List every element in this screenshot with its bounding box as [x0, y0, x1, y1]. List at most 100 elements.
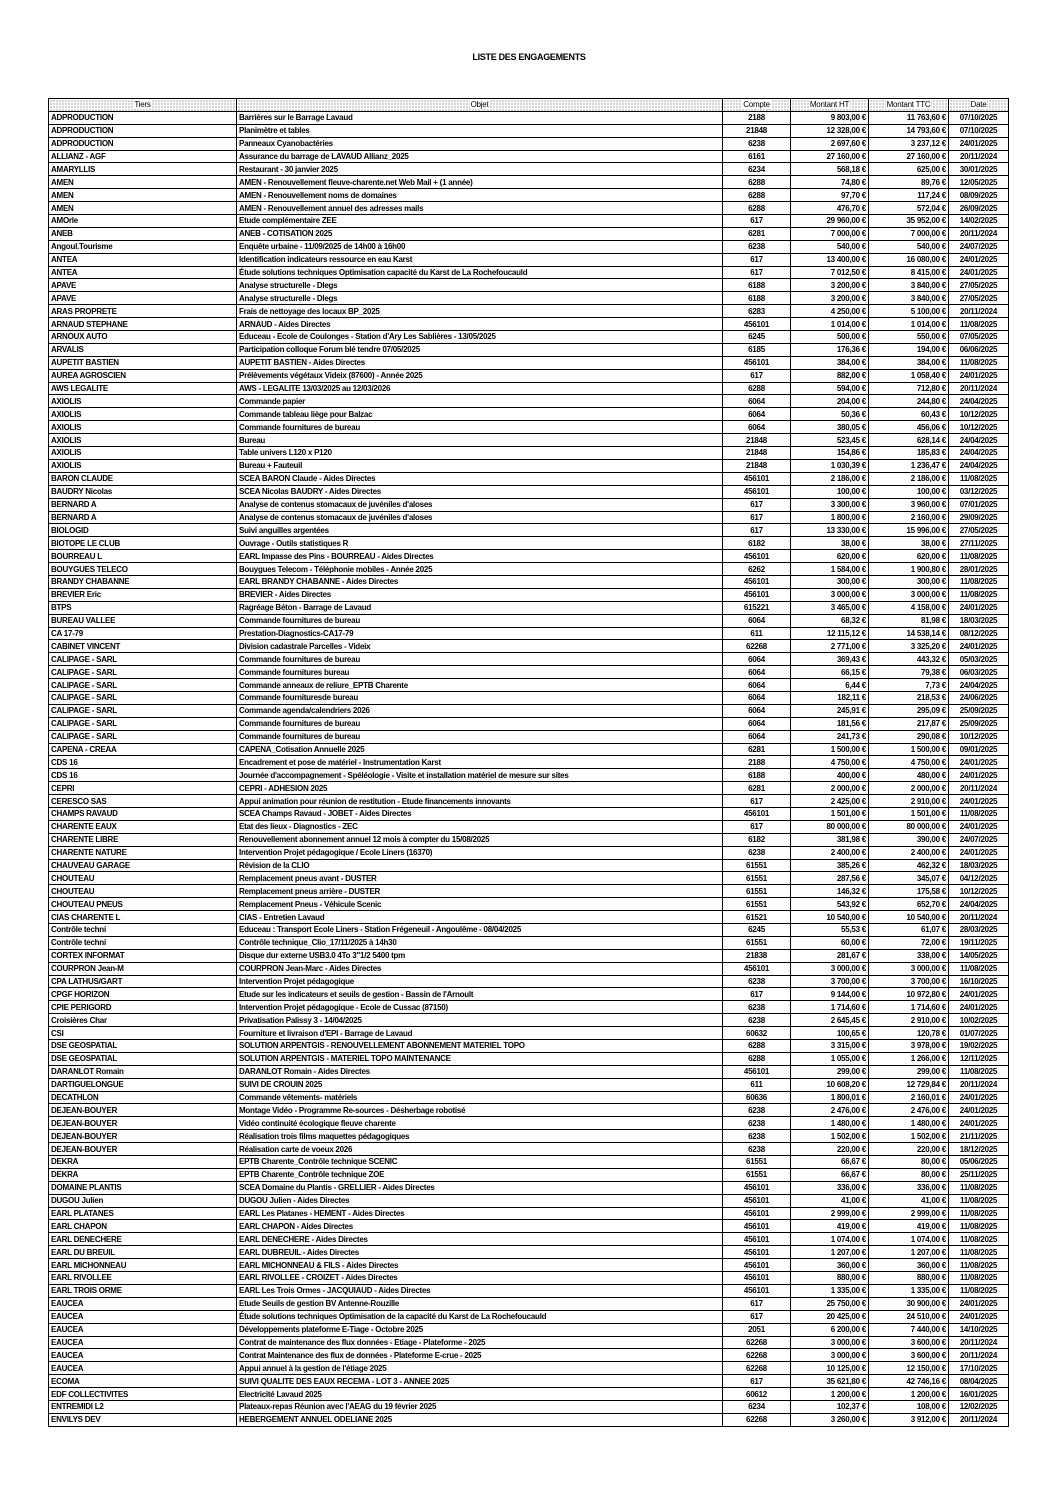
cell-montant-ht: 500,00 €	[790, 330, 869, 344]
cell-montant-ht: 300,00 €	[790, 574, 869, 589]
cell-objet: EARL RIVOLLEE - CROIZET - Aides Directes	[236, 1271, 723, 1285]
cell-compte: 21848	[722, 458, 791, 473]
cell-montant-ttc: 3 600,00 €	[868, 1348, 949, 1363]
cell-montant-ht: 12 328,00 €	[790, 123, 869, 138]
cell-date: 20/11/2024	[948, 1335, 1009, 1350]
cell-tiers: EARL DU BREUIL	[48, 1245, 237, 1260]
cell-objet: Intervention Projet pédagogique / Ecole …	[236, 845, 723, 860]
cell-tiers: ARAS PROPRETE	[48, 304, 237, 319]
cell-date: 16/01/2025	[948, 1387, 1009, 1401]
table-row: BARON CLAUDE SCEA BARON Claude - Aides Di…	[48, 471, 1009, 486]
table-row: CABINET VINCENT Division cadastrale Parce…	[48, 639, 1009, 654]
cell-montant-ht: 80 000,00 €	[790, 819, 869, 834]
table-row: EAUCEA Étude solutions techniques Optimis…	[48, 1309, 1009, 1324]
cell-compte: 2188	[722, 110, 791, 125]
cell-montant-ttc: 2 160,01 €	[868, 1090, 949, 1105]
cell-objet: Analyse de contenus stomacaux de juvénil…	[236, 497, 723, 512]
cell-tiers: Contrôle techni	[48, 923, 237, 937]
cell-compte: 6281	[722, 781, 791, 796]
cell-objet: Suivi anguilles argentées	[236, 523, 723, 538]
cell-montant-ttc: 2 186,00 €	[868, 471, 949, 486]
table-row: DEKRA EPTB Charente_Contrôle technique ZO…	[48, 1167, 1009, 1182]
cell-date: 24/01/2025	[948, 987, 1009, 1002]
cell-compte: 21838	[722, 948, 791, 963]
cell-montant-ht: 6 200,00 €	[790, 1322, 869, 1337]
cell-montant-ttc: 80 000,00 €	[868, 819, 949, 834]
cell-compte: 456101	[722, 1258, 791, 1273]
cell-objet: Commande fournitures de bureau	[236, 613, 723, 628]
cell-montant-ht: 594,00 €	[790, 381, 869, 396]
cell-date: 09/01/2025	[948, 742, 1009, 757]
cell-compte: 6238	[722, 136, 791, 151]
cell-tiers: CALIPAGE - SARL	[48, 652, 237, 667]
cell-montant-ht: 1 800,00 €	[790, 510, 869, 525]
cell-compte: 6238	[722, 239, 791, 254]
cell-date: 24/01/2025	[948, 1090, 1009, 1105]
cell-tiers: DUGOU Julien	[48, 1193, 237, 1208]
cell-montant-ttc: 80,00 €	[868, 1155, 949, 1169]
cell-montant-ttc: 244,80 €	[868, 394, 949, 409]
cell-montant-ttc: 220,00 €	[868, 1142, 949, 1157]
cell-montant-ttc: 100,00 €	[868, 484, 949, 499]
cell-compte: 617	[722, 214, 791, 228]
cell-date: 05/03/2025	[948, 652, 1009, 667]
cell-compte: 617	[722, 1309, 791, 1324]
table-row: CALIPAGE - SARL Commande fournituresde bu…	[48, 690, 1009, 705]
cell-compte: 62268	[722, 639, 791, 654]
cell-objet: Etude sur les indicateurs et seuils de g…	[236, 987, 723, 1002]
cell-compte: 456101	[722, 355, 791, 370]
table-row: ARNOUX AUTO Educeau - Ecole de Coulonges …	[48, 330, 1009, 344]
cell-compte: 617	[722, 1296, 791, 1311]
cell-montant-ht: 60,00 €	[790, 935, 869, 950]
cell-tiers: CHOUTEAU	[48, 871, 237, 886]
table-row: DARTIGUELONGUE SUIVI DE CROUIN 2025 611 10 …	[48, 1077, 1009, 1092]
table-row: CIAS CHARENTE L CIAS - Entretien Lavaud 61…	[48, 910, 1009, 924]
cell-tiers: CERESCO SAS	[48, 794, 237, 808]
table-row: CHOUTEAU Remplacement pneus arrière - DUS…	[48, 884, 1009, 899]
cell-montant-ttc: 620,00 €	[868, 549, 949, 564]
cell-montant-ht: 4 750,00 €	[790, 755, 869, 770]
cell-montant-ttc: 3 237,12 €	[868, 136, 949, 151]
cell-montant-ttc: 550,00 €	[868, 330, 949, 344]
cell-date: 24/01/2025	[948, 1309, 1009, 1324]
cell-date: 24/01/2025	[948, 252, 1009, 267]
cell-montant-ttc: 12 729,84 €	[868, 1077, 949, 1092]
cell-tiers: AXIOLIS	[48, 407, 237, 422]
cell-montant-ht: 380,05 €	[790, 420, 869, 435]
cell-tiers: BUREAU VALLEE	[48, 613, 237, 628]
cell-compte: 617	[722, 265, 791, 280]
cell-montant-ttc: 4 750,00 €	[868, 755, 949, 770]
cell-objet: Réalisation carte de voeux 2026	[236, 1142, 723, 1157]
cell-montant-ttc: 81,98 €	[868, 613, 949, 628]
cell-compte: 617	[722, 794, 791, 808]
table-row: BOURREAU L EARL Impasse des Pins - BOURRE…	[48, 549, 1009, 564]
cell-date: 18/03/2025	[948, 858, 1009, 873]
cell-date: 12/11/2025	[948, 1051, 1009, 1066]
cell-montant-ht: 543,92 €	[790, 897, 869, 912]
cell-objet: Commande papier	[236, 394, 723, 409]
cell-montant-ht: 3 300,00 €	[790, 497, 869, 512]
cell-compte: 456101	[722, 1193, 791, 1208]
cell-date: 24/06/2025	[948, 690, 1009, 705]
table-row: CHOUTEAU Remplacement pneus avant - DUSTE…	[48, 871, 1009, 886]
cell-date: 11/08/2025	[948, 587, 1009, 602]
table-row: DUGOU Julien DUGOU Julien - Aides Directe…	[48, 1193, 1009, 1208]
table-row: BUREAU VALLEE Commande fournitures de bur…	[48, 613, 1009, 628]
cell-tiers: DOMAINE PLANTIS	[48, 1180, 237, 1195]
cell-tiers: BRANDY CHABANNE	[48, 574, 237, 589]
cell-date: 26/09/2025	[948, 201, 1009, 216]
table-row: CALIPAGE - SARL Commande anneaux de reliu…	[48, 678, 1009, 692]
cell-montant-ttc: 462,32 €	[868, 858, 949, 873]
cell-montant-ttc: 1 236,47 €	[868, 458, 949, 473]
cell-date: 06/03/2025	[948, 665, 1009, 680]
cell-date: 30/01/2025	[948, 162, 1009, 177]
cell-tiers: Angoul.Tourisme	[48, 239, 237, 254]
cell-montant-ttc: 10 540,00 €	[868, 910, 949, 924]
cell-objet: CEPRI - ADHESION 2025	[236, 781, 723, 796]
cell-montant-ttc: 60,43 €	[868, 407, 949, 422]
cell-montant-ttc: 3 840,00 €	[868, 278, 949, 293]
cell-montant-ht: 220,00 €	[790, 1142, 869, 1157]
cell-tiers: APAVE	[48, 278, 237, 293]
table-row: Contrôle techni Educeau : Transport Ecole…	[48, 923, 1009, 937]
cell-tiers: AMEN	[48, 188, 237, 203]
